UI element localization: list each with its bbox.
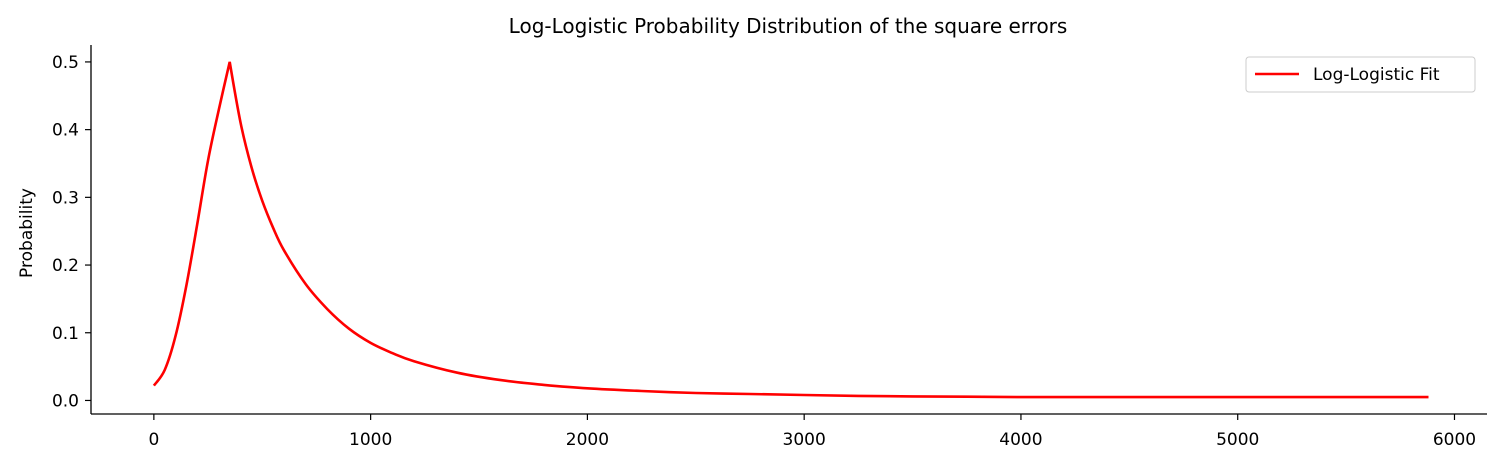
x-tick-label: 5000 [1216,430,1259,450]
x-ticks: 0 1000 2000 3000 4000 5000 6000 [148,414,1476,450]
chart-title: Log-Logistic Probability Distribution of… [509,14,1068,38]
x-tick-label: 3000 [783,430,826,450]
legend-label: Log-Logistic Fit [1313,65,1440,85]
series-layer [152,61,1429,399]
y-axis-title: Probability [17,188,37,278]
y-ticks: 0.0 0.1 0.2 0.3 0.4 0.5 [52,53,91,411]
x-tick-label: 0 [148,430,159,450]
x-tick-label: 2000 [566,430,609,450]
y-tick-label: 0.2 [52,256,79,276]
y-tick-label: 0.0 [52,391,79,411]
y-tick-label: 0.3 [52,188,79,208]
x-tick-label: 1000 [349,430,392,450]
y-tick-label: 0.5 [52,53,79,73]
x-tick-label: 4000 [999,430,1042,450]
series-line-0 [152,61,1429,399]
legend-box [1245,56,1476,93]
legend: Log-Logistic Fit [1245,56,1476,93]
y-tick-label: 0.1 [52,324,79,344]
y-tick-label: 0.4 [52,121,79,141]
x-tick-label: 6000 [1433,430,1476,450]
